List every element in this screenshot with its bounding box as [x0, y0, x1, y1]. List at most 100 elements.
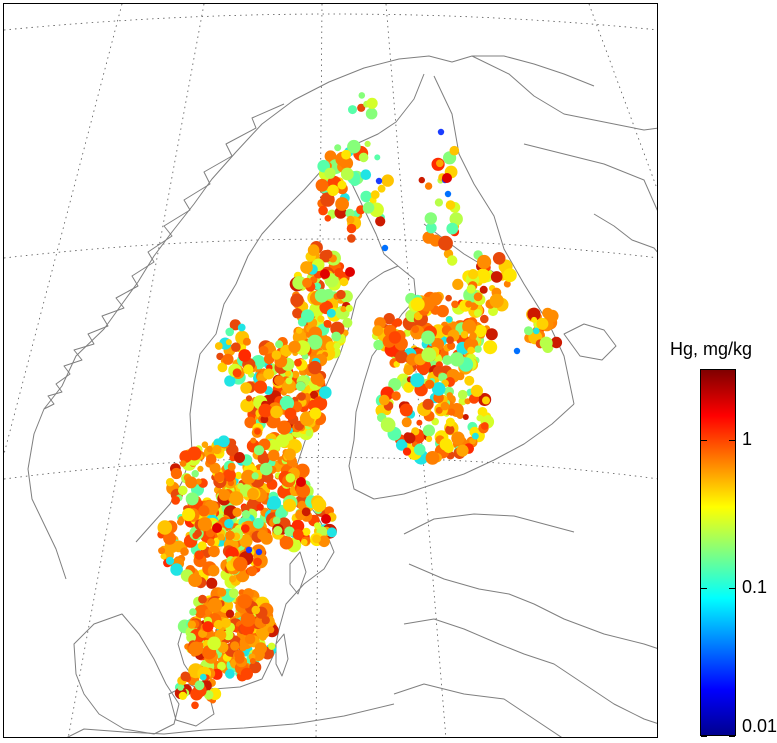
sample-point [314, 522, 321, 530]
sample-point [442, 173, 452, 183]
sample-point [440, 401, 450, 411]
sample-point [249, 661, 262, 674]
sample-point [238, 349, 252, 362]
sample-point [320, 269, 330, 279]
sample-point [244, 633, 256, 645]
sample-point [425, 435, 433, 443]
sample-point [402, 447, 412, 456]
sample-point [212, 444, 222, 455]
sample-point [203, 690, 214, 700]
sample-point [489, 293, 504, 308]
sample-point [302, 527, 311, 536]
sample-point [160, 553, 167, 560]
sample-point [288, 340, 301, 354]
sample-point [345, 208, 355, 218]
sample-point [178, 691, 187, 701]
sample-point [536, 317, 549, 330]
sample-point [446, 392, 453, 399]
sample-point [225, 530, 235, 541]
sample-point [267, 496, 282, 510]
sample-point [337, 180, 347, 190]
sample-point [291, 519, 305, 533]
sample-point [260, 532, 273, 545]
graticule-parallel-60 [4, 457, 657, 480]
sample-point [485, 328, 498, 341]
sample-point [208, 545, 220, 558]
sample-point [431, 417, 440, 426]
sample-point [206, 454, 217, 465]
oland [275, 633, 289, 677]
sample-point [229, 575, 237, 583]
sample-point [302, 277, 313, 288]
sample-point [198, 594, 207, 604]
sample-point [360, 169, 372, 180]
sample-point [375, 216, 386, 227]
sample-point [301, 507, 311, 517]
sample-point [393, 318, 403, 327]
sample-point [467, 346, 475, 355]
sample-point [345, 267, 355, 277]
sample-point [346, 223, 357, 234]
sample-point [292, 529, 304, 540]
sample-point [436, 159, 444, 168]
sample-point [233, 556, 248, 572]
sample-point [442, 355, 453, 366]
sample-point [474, 345, 482, 353]
sample-point [300, 261, 313, 274]
sample-point [225, 609, 235, 618]
sample-point [410, 373, 425, 388]
sample-point [157, 520, 173, 535]
sample-point [550, 336, 563, 349]
sample-point [479, 285, 488, 294]
sample-point [231, 342, 241, 353]
sample-point [194, 680, 205, 691]
sample-point [311, 497, 327, 512]
sample-point [318, 535, 330, 548]
sample-point [251, 472, 259, 480]
sample-point [284, 407, 297, 420]
sample-point [291, 370, 300, 379]
sample-point [165, 556, 175, 566]
sample-point [217, 661, 226, 671]
sample-point [253, 445, 265, 456]
sample-point [445, 294, 452, 302]
sample-point [254, 642, 267, 655]
sample-point [206, 577, 218, 589]
sample-point [447, 255, 458, 266]
colorbar-tick-mark [701, 439, 707, 441]
sample-point [431, 382, 446, 396]
sample-point [296, 477, 306, 487]
sample-point [503, 268, 517, 283]
colorbar-tick-mark [701, 736, 707, 737]
sample-point [366, 97, 378, 109]
sample-point [445, 200, 456, 210]
sample-point [451, 431, 465, 445]
sample-point [339, 277, 349, 287]
sample-point [179, 460, 187, 467]
sample-point [324, 215, 332, 222]
colorbar-tick-label: 0.01 [742, 716, 777, 736]
sample-point [228, 491, 244, 506]
sample-points [157, 92, 563, 710]
colorbar-tick-mark [729, 587, 735, 589]
sample-point [307, 244, 320, 256]
latvia-lithuania [403, 618, 657, 724]
sample-point [418, 176, 425, 184]
zealand [168, 683, 215, 727]
sample-point [307, 334, 323, 350]
norway-jagged [43, 103, 285, 410]
sample-point [480, 314, 489, 324]
sample-point [258, 345, 269, 356]
sample-point [237, 594, 252, 609]
sample-point [228, 588, 239, 599]
sample-point [194, 605, 208, 619]
sample-point [539, 336, 553, 350]
map-panel [3, 3, 658, 738]
sample-point [187, 446, 202, 461]
sample-point [271, 350, 282, 360]
sample-point [445, 425, 455, 435]
sample-point [546, 309, 559, 323]
sample-point [180, 671, 191, 682]
sample-point [527, 307, 541, 321]
sample-point [314, 288, 329, 303]
